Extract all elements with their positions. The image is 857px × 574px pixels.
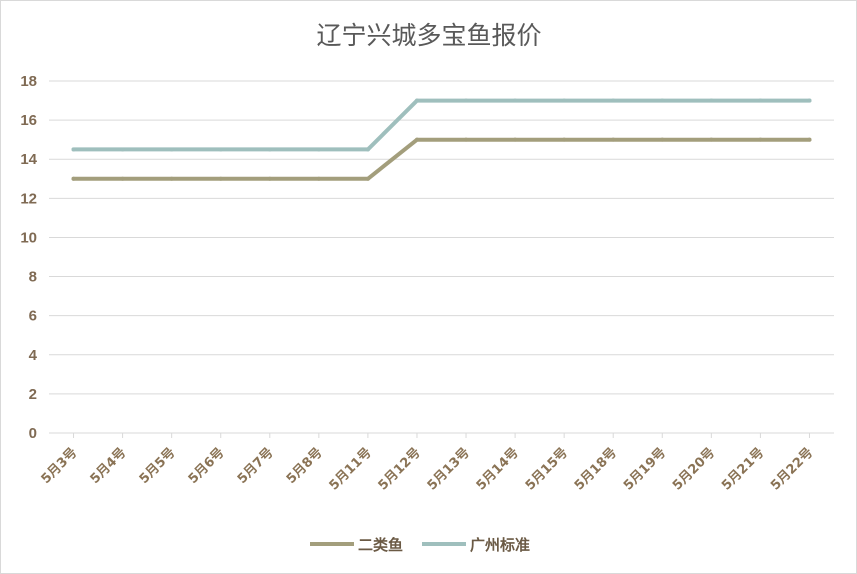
data-point bbox=[709, 98, 714, 103]
y-tick-label: 10 bbox=[20, 229, 37, 246]
x-tick-label: 5月19号 bbox=[621, 445, 669, 493]
data-point bbox=[414, 98, 419, 103]
y-tick-label: 4 bbox=[29, 347, 38, 364]
x-tick-label: 5月20号 bbox=[670, 445, 718, 493]
y-tick-label: 8 bbox=[29, 269, 37, 286]
x-tick-label: 5月8号 bbox=[284, 445, 326, 487]
data-point bbox=[464, 137, 469, 142]
x-tick-label: 5月22号 bbox=[768, 445, 816, 493]
data-point bbox=[71, 147, 76, 152]
y-tick-label: 18 bbox=[20, 73, 37, 90]
x-tick-label: 5月6号 bbox=[186, 445, 228, 487]
legend-label: 二类鱼 bbox=[358, 536, 403, 554]
data-point bbox=[316, 176, 321, 181]
data-point bbox=[807, 98, 812, 103]
data-point bbox=[611, 98, 616, 103]
data-point bbox=[120, 147, 125, 152]
data-point bbox=[169, 176, 174, 181]
y-tick-label: 16 bbox=[20, 112, 37, 129]
x-tick-label: 5月3号 bbox=[39, 445, 81, 487]
series-lines bbox=[71, 98, 812, 181]
data-point bbox=[169, 147, 174, 152]
data-point bbox=[218, 176, 223, 181]
data-point bbox=[267, 147, 272, 152]
x-tick-label: 5月21号 bbox=[719, 445, 767, 493]
data-point bbox=[120, 176, 125, 181]
data-point bbox=[464, 98, 469, 103]
data-point bbox=[513, 137, 518, 142]
x-tick-label: 5月18号 bbox=[572, 445, 620, 493]
data-point bbox=[709, 137, 714, 142]
data-point bbox=[267, 176, 272, 181]
data-point bbox=[611, 137, 616, 142]
data-point bbox=[807, 137, 812, 142]
data-point bbox=[365, 147, 370, 152]
gridlines bbox=[49, 80, 834, 434]
data-point bbox=[758, 137, 763, 142]
x-tick-label: 5月4号 bbox=[88, 445, 130, 487]
data-point bbox=[513, 98, 518, 103]
x-tick-label: 5月11号 bbox=[327, 445, 375, 493]
data-point bbox=[758, 98, 763, 103]
x-tick-label: 5月15号 bbox=[523, 445, 571, 493]
y-axis-ticks: 0 2 4 6 8 10 12 14 16 18 bbox=[20, 73, 37, 442]
series-line-0 bbox=[71, 137, 812, 181]
y-tick-label: 12 bbox=[20, 190, 37, 207]
y-tick-label: 0 bbox=[29, 425, 37, 442]
data-point bbox=[365, 176, 370, 181]
x-tick-label: 5月13号 bbox=[425, 445, 473, 493]
x-tick-label: 5月7号 bbox=[235, 445, 277, 487]
x-axis-ticks: 5月3号 5月4号 5月5号 5月6号 5月7号 5月8号 5月11号 5月12号 5月13号 5… bbox=[39, 433, 816, 493]
y-tick-label: 2 bbox=[29, 386, 37, 403]
x-tick-label: 5月5号 bbox=[137, 445, 179, 487]
data-point bbox=[562, 137, 567, 142]
legend: 二类鱼 广州标准 bbox=[310, 536, 530, 554]
data-point bbox=[71, 176, 76, 181]
data-point bbox=[316, 147, 321, 152]
y-tick-label: 6 bbox=[29, 308, 37, 325]
data-point bbox=[218, 147, 223, 152]
legend-label: 广州标准 bbox=[470, 536, 530, 554]
y-tick-label: 14 bbox=[20, 151, 37, 168]
data-point bbox=[562, 98, 567, 103]
chart-title: 辽宁兴城多宝鱼报价 bbox=[316, 21, 541, 50]
data-point bbox=[414, 137, 419, 142]
data-point bbox=[660, 137, 665, 142]
series-line-1 bbox=[71, 98, 812, 152]
x-tick-label: 5月12号 bbox=[376, 445, 424, 493]
x-tick-label: 5月14号 bbox=[474, 445, 522, 493]
data-point bbox=[660, 98, 665, 103]
